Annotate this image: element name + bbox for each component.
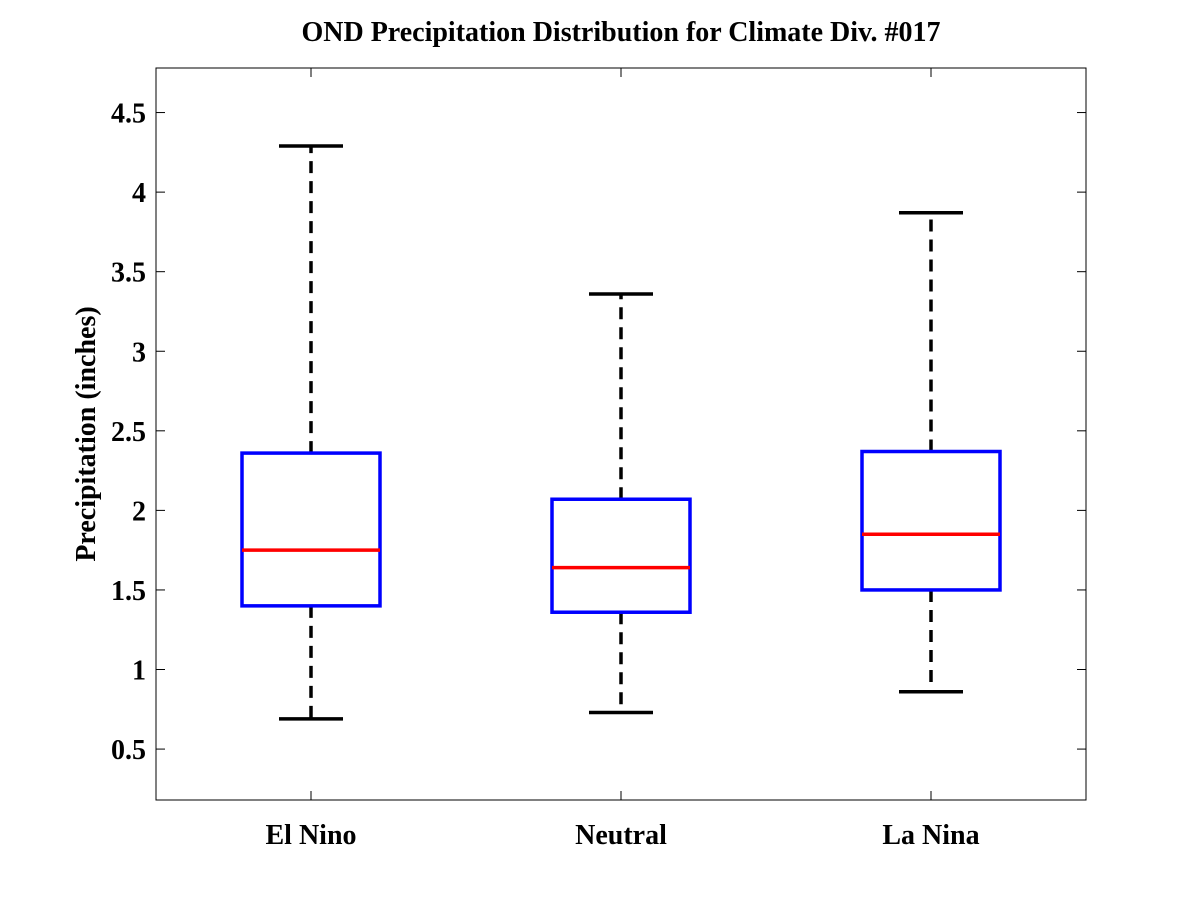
x-tick-label: Neutral — [575, 820, 667, 851]
x-tick-label: El Nino — [265, 820, 356, 851]
y-tick-label: 0.5 — [111, 735, 146, 766]
y-tick-label: 2 — [132, 496, 146, 527]
iqr-box — [860, 449, 1002, 592]
x-tick-label: La Nina — [882, 820, 979, 851]
y-tick-label: 1 — [132, 656, 146, 687]
iqr-box — [240, 451, 382, 608]
chart-title: OND Precipitation Distribution for Clima… — [301, 17, 940, 48]
y-tick-label: 3 — [132, 337, 146, 368]
y-tick-label: 4 — [132, 178, 146, 209]
box-group — [860, 211, 1002, 694]
y-axis: 0.5 1 1.5 2 2.5 3 3.5 4 4.5 — [111, 99, 1086, 766]
y-axis-label: Precipitation (inches) — [71, 306, 102, 561]
iqr-box — [550, 497, 692, 614]
box-group — [550, 292, 692, 715]
y-tick-label: 3.5 — [111, 258, 146, 289]
x-axis: El Nino Neutral La Nina — [265, 68, 980, 851]
y-tick-label: 4.5 — [111, 99, 146, 130]
box-group — [240, 144, 382, 721]
y-tick-label: 2.5 — [111, 417, 146, 448]
y-tick-label: 1.5 — [111, 576, 146, 607]
box-series — [240, 144, 1002, 721]
